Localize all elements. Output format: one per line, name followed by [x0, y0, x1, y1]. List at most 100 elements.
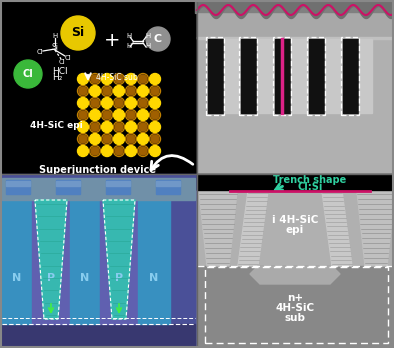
Text: +: + [104, 32, 120, 50]
Text: epi: epi [286, 225, 304, 235]
Bar [2, 324, 195, 346]
Circle shape [138, 86, 149, 96]
Bar [100, 200, 138, 324]
Circle shape [91, 99, 99, 107]
Circle shape [79, 87, 87, 95]
Circle shape [89, 110, 100, 120]
Circle shape [91, 123, 99, 131]
Circle shape [126, 97, 136, 109]
Bar [138, 200, 170, 324]
Bar [257, 39, 273, 113]
Circle shape [126, 73, 136, 85]
Text: P: P [115, 273, 123, 283]
Circle shape [79, 135, 87, 143]
Bar [359, 39, 372, 113]
Bar [343, 39, 358, 113]
Circle shape [115, 75, 123, 83]
Polygon shape [238, 191, 268, 266]
Circle shape [102, 97, 113, 109]
Bar [106, 181, 130, 186]
Bar [291, 39, 307, 113]
Text: Cl: Cl [59, 59, 65, 65]
Bar [206, 37, 225, 115]
Circle shape [149, 73, 160, 85]
Text: N: N [80, 273, 89, 283]
Circle shape [61, 16, 95, 50]
Circle shape [151, 87, 159, 95]
Text: H: H [52, 33, 58, 39]
Text: H: H [126, 33, 132, 39]
Circle shape [78, 97, 89, 109]
Circle shape [139, 147, 147, 155]
Circle shape [89, 134, 100, 144]
Circle shape [103, 87, 111, 95]
Bar [106, 180, 130, 194]
Bar [197, 266, 394, 348]
Circle shape [139, 99, 147, 107]
Text: C: C [154, 34, 162, 44]
Circle shape [138, 110, 149, 120]
Bar [2, 178, 195, 200]
Circle shape [91, 75, 99, 83]
Circle shape [115, 99, 123, 107]
Circle shape [103, 135, 111, 143]
Polygon shape [322, 191, 352, 266]
Text: Superjunction device: Superjunction device [39, 165, 156, 175]
Bar [197, 174, 394, 190]
Text: n+: n+ [287, 293, 303, 303]
Bar [2, 200, 32, 324]
Text: H: H [126, 43, 132, 49]
Bar [309, 39, 324, 113]
Circle shape [79, 111, 87, 119]
Bar [325, 39, 341, 113]
Text: Cl:Si: Cl:Si [297, 182, 323, 192]
Polygon shape [35, 200, 67, 319]
Text: P: P [47, 273, 55, 283]
Text: N: N [149, 273, 159, 283]
Circle shape [113, 134, 125, 144]
Circle shape [138, 134, 149, 144]
Text: H: H [145, 43, 151, 49]
Bar [224, 39, 239, 113]
Text: H₂: H₂ [52, 73, 62, 82]
Circle shape [78, 145, 89, 157]
Text: HCl: HCl [52, 66, 68, 76]
Polygon shape [199, 191, 237, 266]
Bar [156, 181, 180, 186]
Circle shape [103, 111, 111, 119]
Bar [197, 0, 394, 174]
Bar [70, 200, 100, 324]
Polygon shape [250, 266, 340, 284]
Text: Trench shape: Trench shape [273, 175, 347, 185]
Circle shape [102, 145, 113, 157]
Bar [197, 37, 394, 39]
Circle shape [151, 135, 159, 143]
Text: Cl: Cl [37, 49, 43, 55]
Bar [6, 181, 30, 186]
Circle shape [113, 86, 125, 96]
Bar [307, 37, 325, 115]
Circle shape [126, 145, 136, 157]
Text: Cl: Cl [65, 55, 71, 61]
Bar [275, 39, 290, 113]
Circle shape [113, 110, 125, 120]
Bar [342, 37, 359, 115]
Circle shape [14, 60, 42, 88]
Circle shape [149, 97, 160, 109]
Text: H: H [145, 33, 151, 39]
Circle shape [78, 121, 89, 133]
Text: 4H-SiC epi: 4H-SiC epi [30, 121, 83, 130]
Text: 4H-SiC: 4H-SiC [275, 303, 314, 313]
Circle shape [127, 87, 135, 95]
Polygon shape [357, 191, 394, 266]
Circle shape [146, 27, 170, 51]
Bar [197, 8, 394, 38]
Text: Cl: Cl [22, 69, 33, 79]
Text: Si: Si [52, 42, 58, 52]
Bar [56, 180, 80, 194]
Bar [6, 180, 30, 194]
Circle shape [149, 121, 160, 133]
Text: 4H-SiC sub: 4H-SiC sub [96, 73, 138, 82]
Bar [205, 267, 388, 343]
Bar [241, 39, 256, 113]
